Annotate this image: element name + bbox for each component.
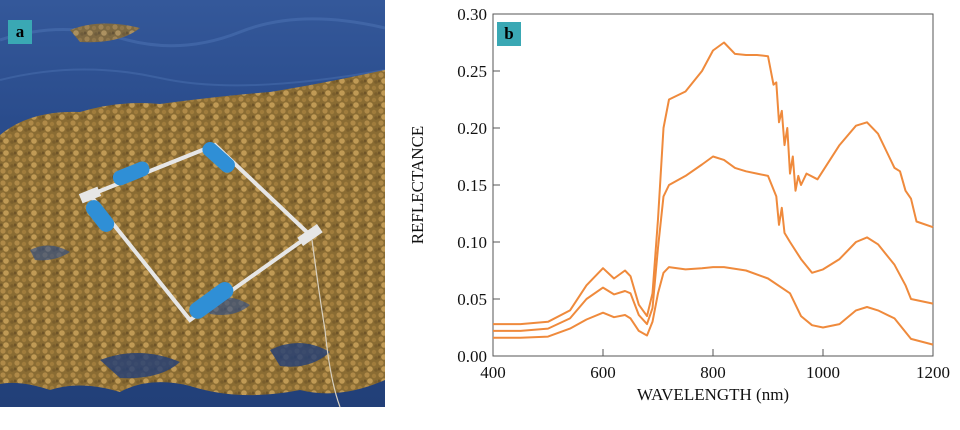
y-tick-label: 0.10	[457, 233, 487, 252]
sargassum-quadrat-photo	[0, 0, 385, 407]
quadrat-frame	[78, 142, 323, 323]
reflectance-series-line-1	[493, 41, 934, 326]
series-layer	[493, 41, 934, 346]
x-tick-label: 400	[480, 363, 506, 382]
float-tubes	[85, 141, 235, 319]
panel-label-a: a	[8, 20, 32, 44]
reflectance-series-line-2	[493, 155, 934, 332]
plot-frame	[492, 13, 934, 357]
y-tick-label: 0.15	[457, 176, 487, 195]
x-axis-title: WAVELENGTH (nm)	[637, 385, 789, 404]
axis-ticks: 400 600 800 1000 1200 0.00 0.05 0.10 0.15 0.20 0.2…	[457, 5, 950, 382]
reflectance-chart: 400 600 800 1000 1200 0.00 0.05 0.10 0.15 0.20 0.2…	[408, 5, 950, 404]
y-tick-label: 0.20	[457, 119, 487, 138]
x-tick-label: 600	[590, 363, 616, 382]
y-tick-label: 0.00	[457, 347, 487, 366]
x-tick-label: 800	[700, 363, 726, 382]
reflectance-series-line-3	[493, 266, 934, 346]
x-tick-label: 1200	[916, 363, 950, 382]
y-tick-label: 0.25	[457, 62, 487, 81]
y-tick-label: 0.30	[457, 5, 487, 24]
y-axis-title: REFLECTANCE	[408, 126, 427, 245]
y-tick-label: 0.05	[457, 290, 487, 309]
x-tick-label: 1000	[806, 363, 840, 382]
panel-label-b: b	[497, 22, 521, 46]
sargassum-photo-panel	[0, 0, 385, 407]
